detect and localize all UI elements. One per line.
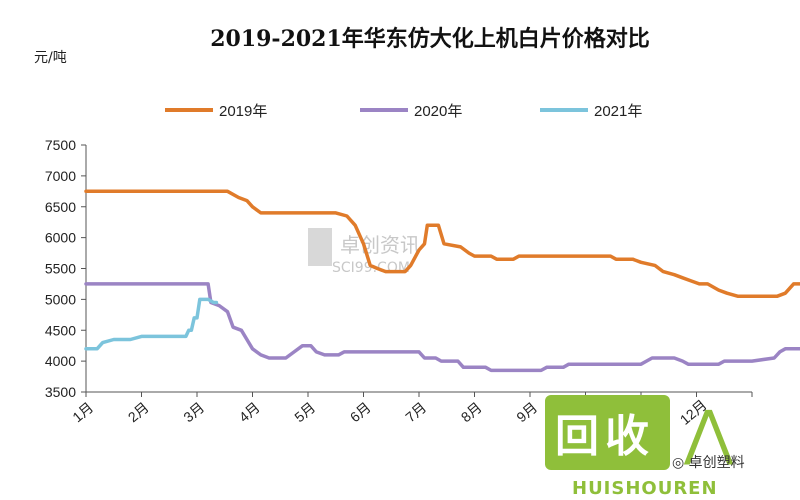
series-line-1 [84,189,800,299]
brand-logo-text: 回收 [555,411,655,462]
y-tick-label: 7000 [45,168,76,184]
wechat-account: ◎ 卓创塑料 [672,452,745,472]
series-line-3 [84,297,219,351]
x-tick-label: 3月 [180,399,207,425]
legend-label: 2019年 [219,103,267,120]
x-tick-label: 7月 [402,399,429,425]
x-tick-label: 4月 [236,399,263,425]
brand-logo-box [545,395,670,470]
legend-label: 2020年 [414,103,462,120]
wechat-account-name: 卓创塑料 [688,455,745,471]
x-tick-label: 5月 [291,399,318,425]
y-axis-unit: 元/吨 [34,50,67,66]
legend: 2019年 2020年 2021年 [165,103,642,120]
brand-logo-en: HUISHOUREN [572,478,718,499]
x-tick-label: 2月 [125,399,152,425]
watermark-name: 卓创资讯 [340,233,420,257]
wechat-icon: ◎ [672,455,689,471]
legend-label: 2021年 [594,103,642,120]
x-tick-label: 8月 [458,399,485,425]
series-layer [84,189,800,373]
y-tick-label: 4000 [45,353,76,369]
brand-mark-icon: ⋀ [684,398,734,468]
watermark: 卓创资讯 SCI99.COM [308,228,420,276]
watermark-logo [308,228,332,266]
chart-title: 2019-2021年华东仿大化上机白片价格对比 [210,26,650,52]
x-tick-label: 1月 [69,399,96,425]
x-tick-label: 9月 [513,399,540,425]
y-tick-label: 5500 [45,261,76,277]
y-tick-label: 4500 [45,322,76,338]
x-tick-label: 6月 [347,399,374,425]
y-tick-label: 3500 [45,384,76,400]
series-line-2 [84,282,800,373]
y-tick-label: 6500 [45,199,76,215]
y-tick-label: 5000 [45,291,76,307]
y-tick-label: 6000 [45,230,76,246]
y-tick-label: 7500 [45,137,76,153]
